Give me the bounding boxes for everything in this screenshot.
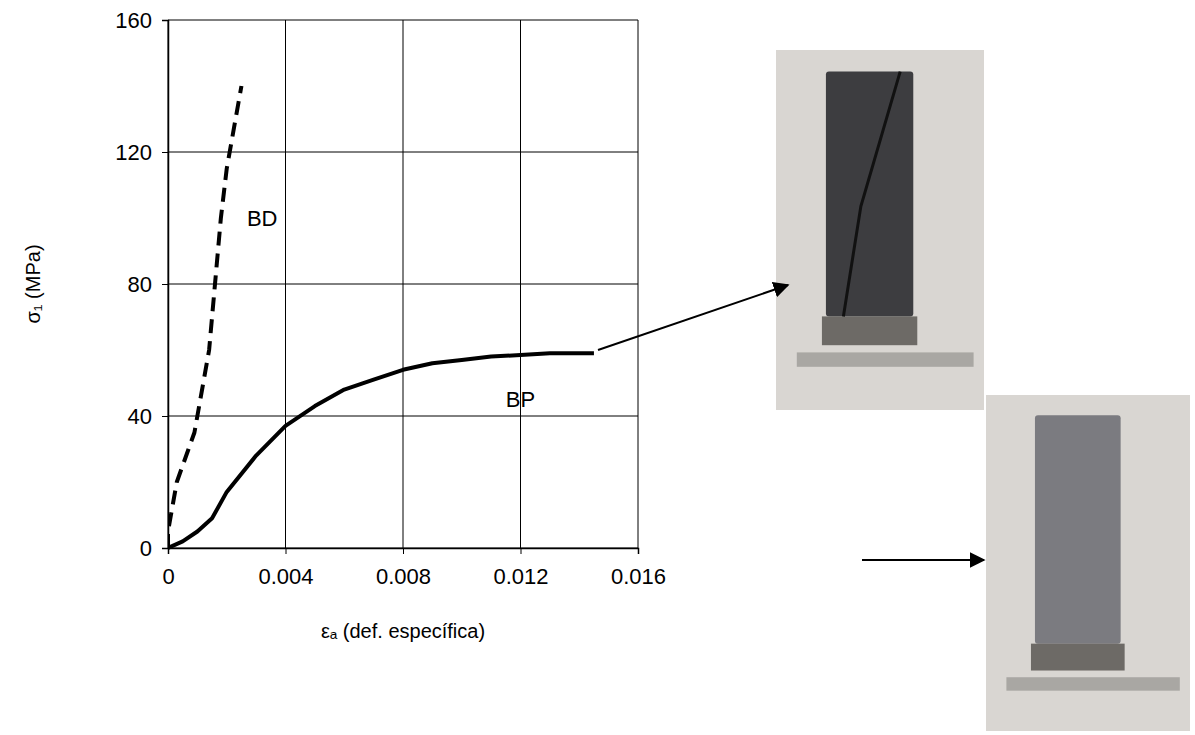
y-tick: 120 xyxy=(115,140,168,165)
y-tick-mark xyxy=(162,152,168,153)
arrow xyxy=(862,559,984,561)
plot-area xyxy=(168,86,594,548)
series-label: BD xyxy=(247,206,278,231)
caliper xyxy=(797,352,974,366)
y-tick-mark xyxy=(162,20,168,21)
y-grid-line xyxy=(168,284,638,285)
y-tick: 0 xyxy=(140,536,168,561)
y-tick-mark xyxy=(162,416,168,417)
specimen-photo xyxy=(776,50,984,410)
specimen-base xyxy=(822,316,917,345)
y-axis-title: σ₁ (MPa) xyxy=(22,244,44,323)
y-axis-line xyxy=(162,21,169,549)
series-labels: BD BP xyxy=(247,206,535,412)
y-grid-line xyxy=(168,152,638,153)
series-label: BP xyxy=(506,387,535,412)
x-tick-label: 0 xyxy=(162,564,174,589)
y-tick-label: 40 xyxy=(128,404,152,429)
x-tick-mark xyxy=(521,548,522,554)
x-axis: 0 0.004 0.008 0.012 0.016 xyxy=(162,548,666,589)
y-tick: 160 xyxy=(115,8,168,33)
arrow xyxy=(598,285,788,350)
y-axis: 0 40 80 120 160 xyxy=(115,8,168,561)
x-tick: 0.012 xyxy=(493,548,548,589)
y-grid-line xyxy=(168,20,638,21)
specimen-photos xyxy=(598,50,1190,731)
x-tick-mark xyxy=(286,548,287,554)
x-tick-mark xyxy=(403,548,404,554)
y-tick-mark xyxy=(162,548,168,549)
y-tick-label: 120 xyxy=(115,140,152,165)
x-tick-label: 0.012 xyxy=(493,564,548,589)
x-tick: 0 xyxy=(162,548,174,589)
specimen xyxy=(826,72,913,317)
series-line xyxy=(168,353,594,548)
photo-background xyxy=(986,395,1190,731)
x-tick: 0.016 xyxy=(611,548,666,589)
x-axis-title: εₐ (def. específica) xyxy=(321,620,485,642)
specimen-photo xyxy=(986,395,1190,731)
y-tick-mark xyxy=(162,284,168,285)
y-tick: 40 xyxy=(128,404,168,429)
series-line xyxy=(168,86,241,548)
y-tick-label: 160 xyxy=(115,8,152,33)
x-tick-label: 0.004 xyxy=(258,564,313,589)
photo-background xyxy=(776,50,984,410)
x-tick: 0.004 xyxy=(258,548,313,589)
specimen xyxy=(1035,415,1121,643)
crack xyxy=(843,72,900,317)
y-tick-label: 80 xyxy=(128,272,152,297)
y-grid-line xyxy=(168,416,638,417)
y-tick-label: 0 xyxy=(140,536,152,561)
x-tick-label: 0.008 xyxy=(376,564,431,589)
specimen-base xyxy=(1031,644,1125,671)
y-tick: 80 xyxy=(128,272,168,297)
chart: 0 0.004 0.008 0.012 0.016 0 40 80 120 160 εₐ (def.… xyxy=(0,0,1195,735)
caliper xyxy=(1006,677,1179,690)
x-tick: 0.008 xyxy=(376,548,431,589)
x-tick-label: 0.016 xyxy=(611,564,666,589)
x-tick-mark xyxy=(638,548,639,554)
x-axis-line xyxy=(169,549,639,555)
grid xyxy=(168,20,638,548)
